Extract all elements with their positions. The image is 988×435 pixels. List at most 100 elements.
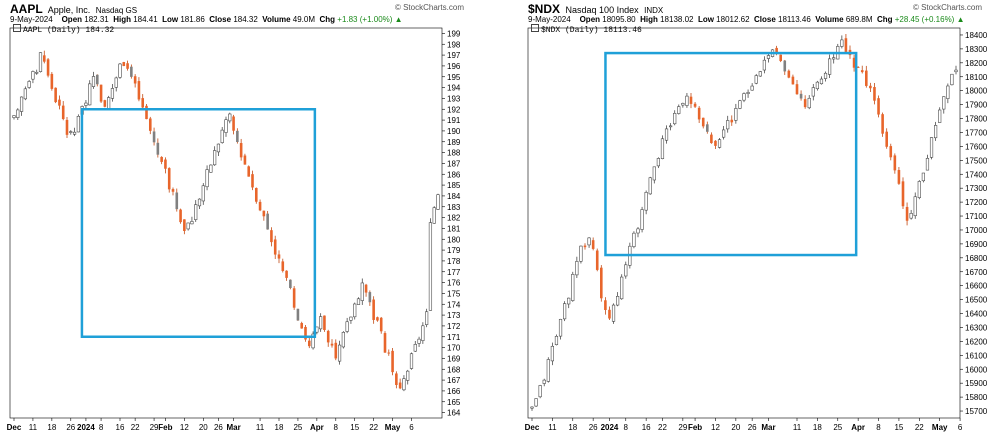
aapl-x-tick-label: Apr [310,423,324,432]
aapl-x-tick-label: 11 [256,423,265,432]
ndx-candle-body [766,55,771,59]
ndx-candle-body [571,274,575,301]
ndx-x-tick-label: 16 [642,423,651,432]
aapl-candle-body [376,317,379,321]
aapl-candle-body [368,292,372,303]
ndx-candle-body [722,129,726,138]
aapl-x-axis: Dec 11 18 26 2024 8 16 22 29 Feb 12 20 26 Mar 11 18 25 Ap… [7,418,414,432]
aapl-candle-body [281,261,285,271]
aapl-candle-body [296,308,300,321]
aapl-candle-body [406,370,410,381]
aapl-y-tick-label: 166 [447,387,461,396]
aapl-legend-text: AAPL (Daily) 184.32 [23,26,115,35]
aapl-y-tick-label: 192 [447,105,461,114]
aapl-high: 184.41 [133,15,158,24]
aapl-candle-body [179,209,182,223]
aapl-candle-body [99,84,103,102]
ndx-watermark: © StockCharts.com [912,3,982,12]
aapl-y-tick-label: 172 [447,322,461,331]
ndx-y-tick-label: 16200 [965,337,988,346]
aapl-candle-body [270,230,273,243]
aapl-low-label: Low [162,15,179,24]
aapl-candle-body [372,299,375,320]
aapl-company-name: Apple, Inc. [47,5,91,15]
ndx-candle-body [877,98,880,115]
ndx-y-tick-label: 17300 [965,184,988,193]
aapl-candle-body [103,100,107,107]
aapl-ohlc-row: 9-May-2024 Open 182.31 High 184.41 Low 1… [10,15,403,24]
ndx-candle-body [697,107,701,120]
ndx-y-tick-label: 15700 [965,407,988,416]
ndx-candle-body [660,138,665,159]
ndx-candle-body [550,345,554,362]
ndx-x-tick-label: 20 [731,423,740,432]
aapl-up-arrow-icon: ▲ [394,15,403,24]
aapl-x-tick-label: Feb [158,423,172,432]
ndx-open: 18095.80 [602,15,636,24]
aapl-legend-swatch-icon [13,24,21,32]
aapl-candle-body [289,279,292,288]
aapl-candle-body [58,99,61,106]
ndx-chart: $NDX Nasdaq 100 Index INDX © StockCharts… [518,0,988,435]
aapl-candle-body [232,116,235,131]
aapl-candle-body [266,213,269,230]
ndx-candle-body [746,92,750,94]
ndx-candle-body [758,71,762,77]
aapl-candle-body [413,344,417,352]
aapl-x-tick-label: Dec [7,423,22,432]
aapl-volume: 49.0M [292,15,316,24]
aapl-y-tick-label: 176 [447,279,461,288]
ndx-candle-body [616,296,620,306]
ndx-index-name: Nasdaq 100 Index [565,5,639,15]
ndx-x-tick-label: 15 [894,423,903,432]
aapl-candle-body [130,66,133,77]
aapl-volume-label: Volume [262,15,291,24]
ndx-high-label: High [640,15,658,24]
ndx-candle-body [929,137,934,158]
ndx-y-tick-label: 16800 [965,254,988,263]
ndx-y-tick-label: 17000 [965,226,988,235]
ndx-candle-body [742,93,746,101]
aapl-y-tick-label: 193 [447,94,461,103]
ndx-close: 18113.46 [778,15,811,24]
aapl-candle-body [114,77,118,88]
aapl-y-tick-label: 184 [447,192,461,201]
aapl-x-tick-label: 26 [214,423,223,432]
ndx-legend-swatch-icon [531,24,539,32]
aapl-candle-body [118,63,122,78]
aapl-candle-body [236,130,239,143]
ndx-x-tick-label: 22 [658,423,667,432]
aapl-candle-body [145,105,148,120]
ndx-candle-body [819,78,824,85]
ndx-candle-body [558,318,563,337]
aapl-x-tick-label: 18 [47,423,56,432]
aapl-candle-body [12,115,16,118]
aapl-candle-body [243,155,247,165]
aapl-exchange: Nasdaq GS [95,6,138,15]
aapl-candle-body [27,81,31,88]
aapl-candle-body [65,119,69,135]
aapl-candle-body [307,340,311,347]
aapl-candle-body [16,109,20,118]
aapl-candle-body [88,83,92,106]
ndx-candle-body [583,245,587,248]
ndx-volume-label: Volume [815,15,844,24]
aapl-title-row: AAPL Apple, Inc. Nasdaq GS [10,2,137,16]
aapl-open-label: Open [61,15,83,24]
ndx-candle-body [738,100,742,109]
aapl-candle-body [428,222,433,311]
aapl-candle-body [258,201,262,211]
aapl-candle-body [247,166,251,177]
aapl-candle-body [23,88,27,100]
aapl-candle-body [425,311,429,325]
aapl-candle-body [126,63,129,69]
ndx-x-tick-label: Feb [688,423,702,432]
aapl-candle-body [152,131,156,143]
aapl-y-tick-label: 167 [447,376,461,385]
aapl-y-tick-label: 198 [447,40,461,49]
ndx-candle-body [689,96,693,104]
ndx-candle-body [783,60,787,72]
ndx-candle-body [640,209,644,230]
ndx-candle-body [901,181,905,207]
aapl-candle-body [164,159,167,169]
